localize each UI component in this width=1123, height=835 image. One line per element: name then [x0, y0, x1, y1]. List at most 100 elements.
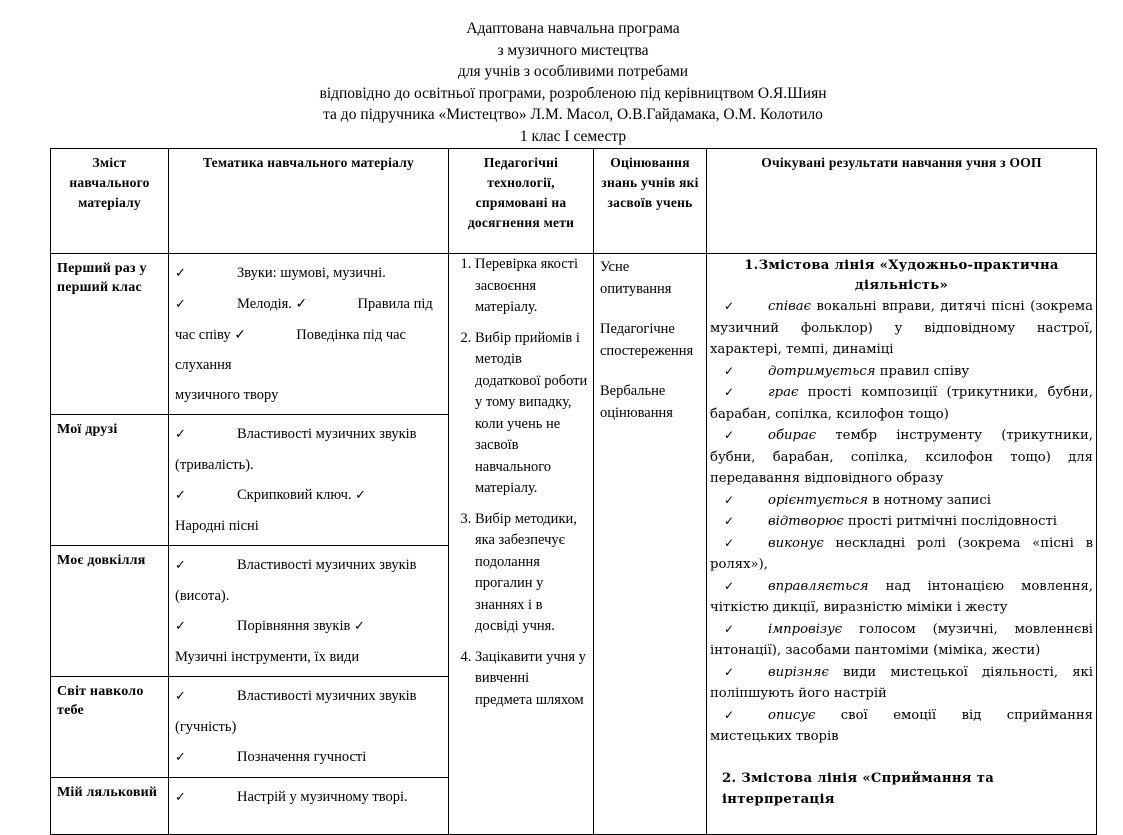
- heading-line-2: з музичного мистецтва: [497, 41, 649, 59]
- theme-item: ✓ Звуки: шумові, музичні.: [175, 265, 386, 281]
- pedagogy-item: Вибір методики, яка забезпечує подолання…: [475, 509, 589, 638]
- theme-item: ✓ Властивості музичних звуків: [175, 557, 417, 573]
- result-verb: вирізняє: [768, 664, 829, 680]
- theme-text: Мелодія.: [237, 296, 292, 312]
- theme-continuation: (тривалість).: [175, 457, 254, 473]
- theme-text: Звуки: шумові, музичні.: [237, 265, 386, 281]
- pedagogy-item: Перевірка якості засвоєння матеріалу.: [475, 254, 589, 319]
- checkmark-icon: ✓: [724, 363, 735, 378]
- result-item: ✓ обирає тембр інструменту (трикутники, б…: [710, 425, 1093, 490]
- topic-cell: Мої друзі: [50, 414, 169, 546]
- result-verb: співає: [768, 299, 812, 314]
- theme-item: ✓ Поведінка під час слухання: [175, 327, 406, 373]
- result-text: види мистецької діяльності, які поліпшую…: [710, 664, 1093, 702]
- checkmark-icon: ✓: [724, 578, 735, 593]
- evaluation-item: Вербальне оцінювання: [600, 383, 673, 421]
- theme-text: Позначення гучності: [237, 749, 367, 765]
- theme-text: Народні пісні: [175, 518, 259, 534]
- topic-cell: Мій ляльковий: [50, 777, 169, 835]
- table-row: Світ навколо тебе ✓ Властивості музичних …: [50, 676, 1097, 778]
- theme-continuation: (висота).: [175, 588, 230, 604]
- result-verb: дотримується: [768, 363, 876, 379]
- themes-cell: ✓ Властивості музичних звуків (висота). ✓…: [168, 545, 449, 677]
- result-item: ✓ співає вокальні вправи, дитячі пісні (з…: [710, 296, 1093, 361]
- table-row: Перший раз у перший клас ✓ Звуки: шумові,…: [50, 253, 1097, 835]
- checkmark-icon: ✓: [175, 790, 186, 805]
- theme-text: Порівняння звуків: [237, 618, 351, 634]
- checkmark-icon: ✓: [724, 707, 735, 722]
- theme-text: Властивості музичних звуків: [237, 557, 417, 573]
- checkmark-icon: ✓: [175, 427, 186, 442]
- evaluation-item: Педагогічне спостереження: [600, 321, 694, 359]
- checkmark-icon: ✓: [295, 296, 308, 312]
- result-text: вокальні вправи, дитячі пісні (зокрема м…: [710, 299, 1093, 357]
- heading-line-5: та до підручника «Мистецтво» Л.М. Масол,…: [323, 106, 823, 123]
- checkmark-icon: ✓: [175, 619, 186, 634]
- result-text: голосом (музичні, мовленнєві інтонації),…: [710, 621, 1093, 659]
- themes-cell: ✓ Настрій у музичному творі.: [168, 777, 449, 835]
- checkmark-icon: ✓: [234, 327, 246, 343]
- document-page: Адаптована навчальна програма з музичног…: [0, 0, 1123, 794]
- result-text: прості ритмічні послідовності: [843, 514, 1058, 529]
- theme-continuation: музичного твору: [175, 387, 279, 403]
- checkmark-icon: ✓: [724, 514, 735, 528]
- result-verb: обирає: [768, 428, 817, 443]
- theme-text: Правила під час співу: [175, 296, 433, 343]
- result-text: в нотному записі: [868, 492, 992, 508]
- result-item: ✓ дотримується правил співу: [710, 361, 1093, 383]
- results-cell: 1.Змістова лінія «Художньо-практична дія…: [706, 253, 1097, 835]
- result-verb: відтворює: [768, 514, 844, 529]
- result-text: над інтонацією мовлення, чіткістю дикції…: [710, 578, 1093, 616]
- result-item: ✓ відтворює прості ритмічні послідовності: [710, 511, 1093, 533]
- pedagogy-cell: Перевірка якості засвоєння матеріалу. Ви…: [448, 253, 594, 835]
- theme-item: ✓ Властивості музичних звуків: [175, 426, 417, 442]
- result-verb: вправляється: [768, 578, 869, 594]
- theme-item: ✓ Народні пісні: [175, 487, 417, 534]
- result-item: ✓ орієнтується в нотному записі: [710, 490, 1093, 512]
- topic-cell: Моє довкілля: [50, 545, 169, 677]
- result-text: свої емоції від сприймання мистецьких тв…: [710, 707, 1093, 745]
- heading-line-4: відповідно до освітньої програми, розроб…: [319, 84, 827, 102]
- theme-item: ✓ Настрій у музичному творі.: [175, 789, 408, 805]
- theme-item: ✓ Правила під час співу: [175, 296, 433, 343]
- heading-line-6: 1 клас I семестр: [519, 127, 627, 145]
- theme-item: ✓ Мелодія.: [175, 296, 292, 312]
- results-section-1-title: 1.Змістова лінія «Художньо-практична дія…: [744, 258, 1059, 293]
- header-cell-topics: Тематика навчального матеріалу: [168, 148, 449, 254]
- theme-item: ✓ Властивості музичних звуків: [175, 688, 417, 704]
- checkmark-icon: ✓: [175, 488, 186, 503]
- checkmark-icon: ✓: [175, 266, 186, 281]
- heading-line-3: для учнів з особливими потребами: [457, 63, 689, 80]
- result-verb: грає: [768, 385, 799, 400]
- header-cell-evaluation: Оцінювання знань учнів які засвоїв учень: [593, 148, 707, 254]
- checkmark-icon: ✓: [355, 488, 367, 503]
- result-verb: описує: [768, 707, 816, 723]
- checkmark-icon: ✓: [175, 558, 186, 573]
- themes-cell: ✓ Властивості музичних звуків (тривалість…: [168, 414, 449, 546]
- themes-cell: ✓ Властивості музичних звуків (гучність) …: [168, 676, 449, 778]
- checkmark-icon: ✓: [724, 428, 735, 442]
- checkmark-icon: ✓: [175, 689, 186, 704]
- pedagogy-list: Перевірка якості засвоєння матеріалу. Ви…: [449, 254, 593, 711]
- evaluation-cell: Усне опитування Педагогічне спостереженн…: [593, 253, 707, 835]
- theme-item: ✓ Музичні інструменти, їх види: [175, 618, 416, 665]
- document-heading: Адаптована навчальна програма з музичног…: [50, 18, 1096, 147]
- checkmark-icon: ✓: [724, 535, 735, 550]
- checkmark-icon: ✓: [724, 664, 735, 679]
- checkmark-icon: ✓: [724, 385, 735, 399]
- checkmark-icon: ✓: [724, 492, 735, 507]
- result-item: ✓ вирізняє види мистецької діяльності, як…: [710, 662, 1093, 705]
- heading-line-1: Адаптована навчальна програма: [466, 20, 680, 37]
- topic-cell: Світ навколо тебе: [50, 676, 169, 778]
- curriculum-table: Зміст навчального матеріалу Тематика нав…: [50, 148, 1097, 835]
- header-cell-results: Очікувані результати навчання учня з ООП: [706, 148, 1097, 254]
- evaluation-item: Усне опитування: [600, 259, 672, 297]
- theme-text: Властивості музичних звуків: [237, 688, 417, 704]
- pedagogy-item: Вибір прийомів і методів додаткової робо…: [475, 328, 589, 500]
- header-cell-pedagogy: Педагогічні технології, спрямовані на до…: [448, 148, 594, 254]
- table-row: Мої друзі ✓ Властивості музичних звуків (…: [50, 414, 1097, 546]
- checkmark-icon: ✓: [353, 619, 365, 634]
- checkmark-icon: ✓: [724, 621, 735, 636]
- result-text: правил співу: [875, 363, 970, 379]
- theme-item: ✓ Порівняння звуків: [175, 618, 350, 634]
